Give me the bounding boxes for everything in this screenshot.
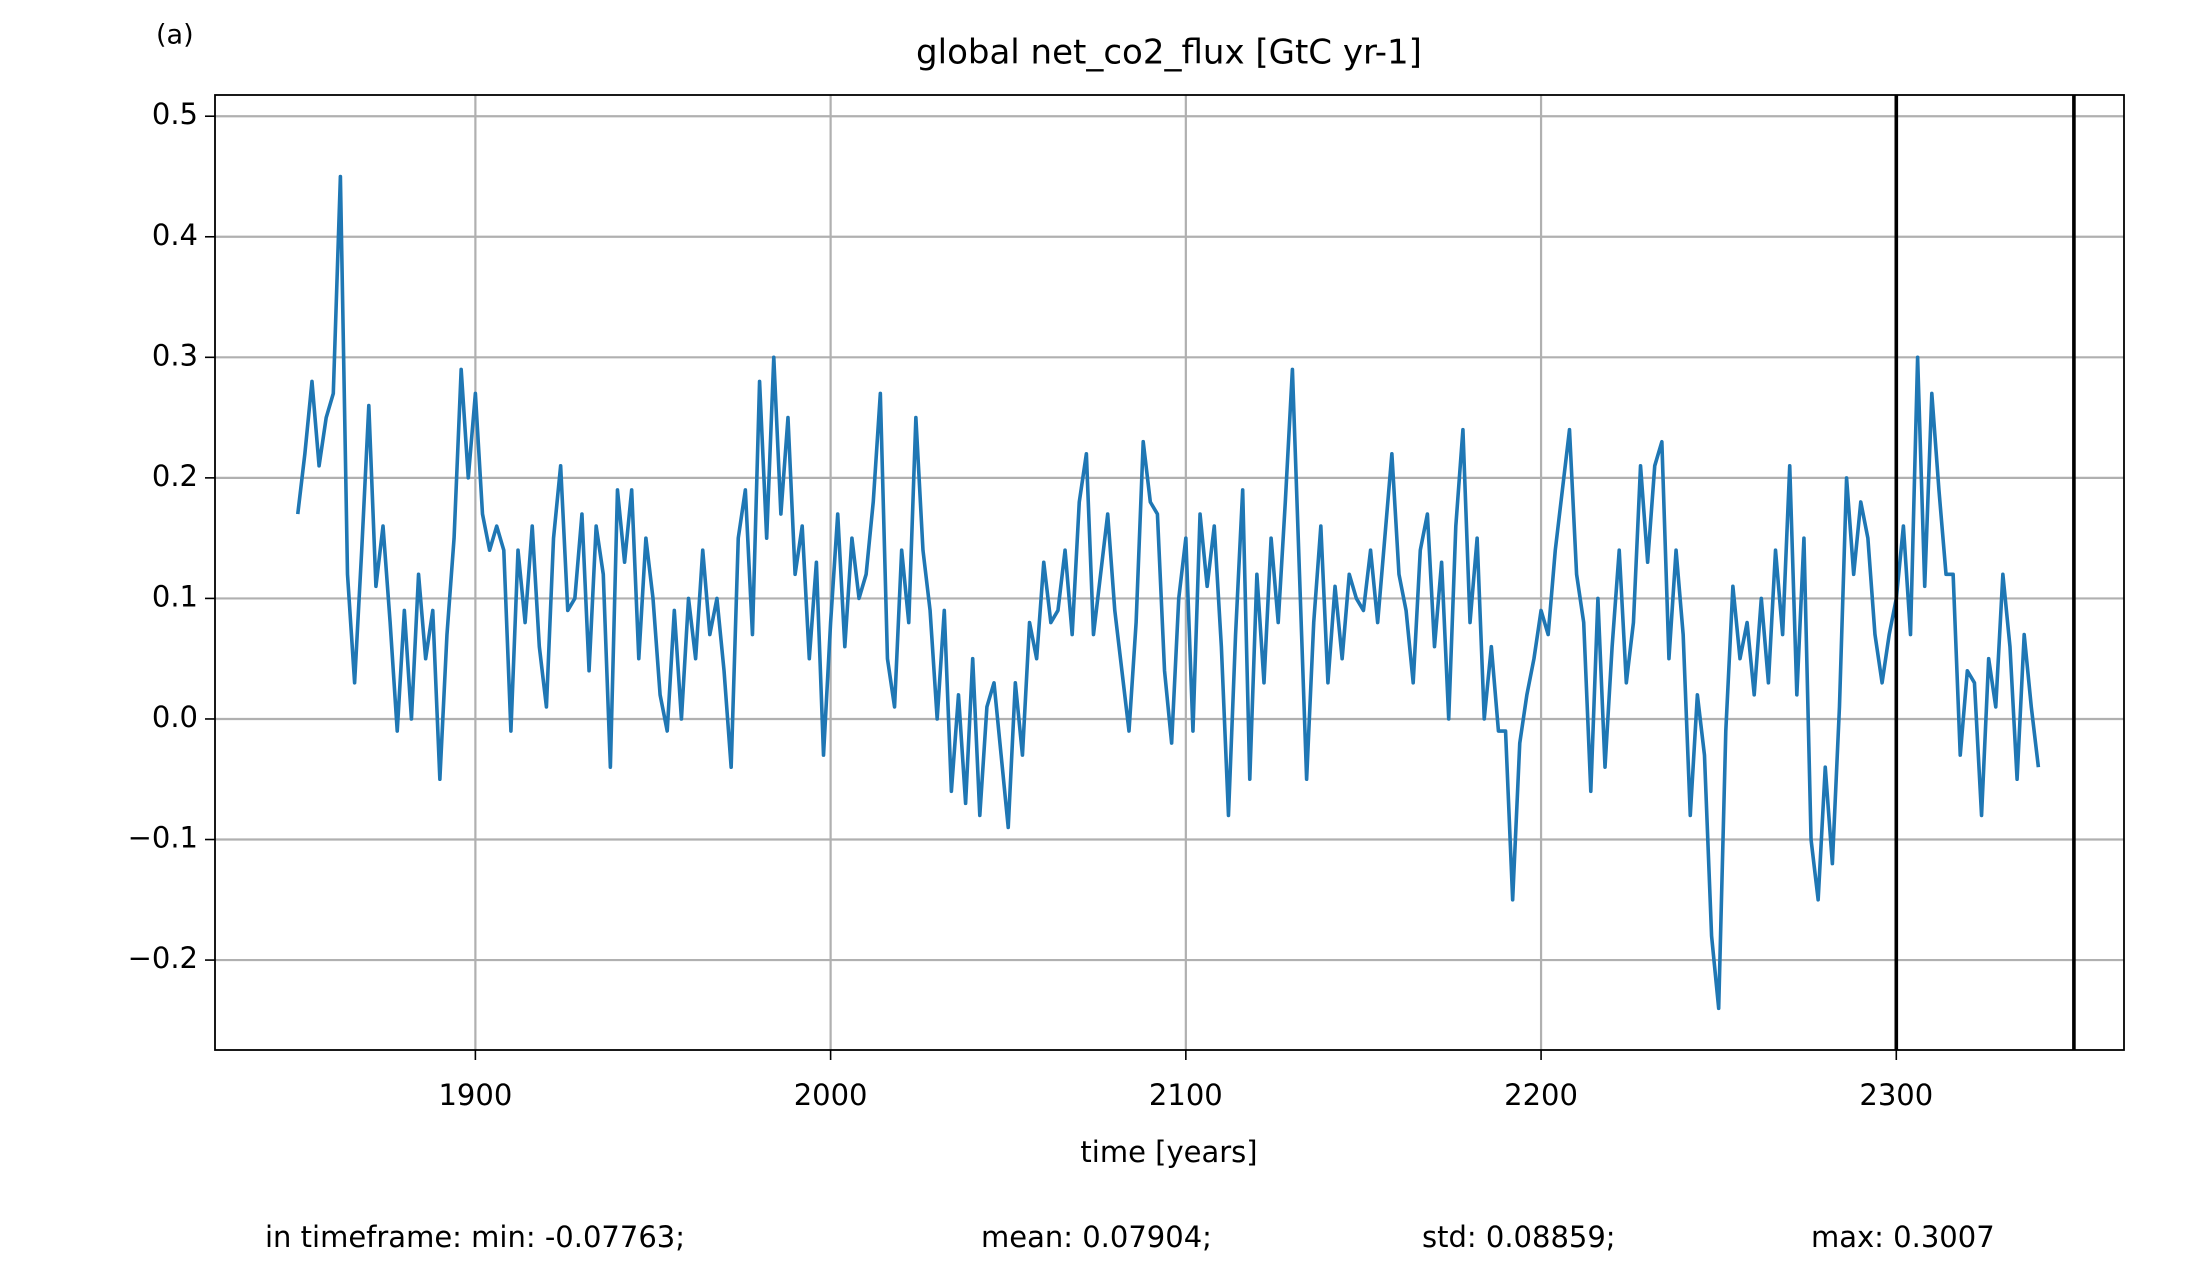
panel-label: (a) — [156, 20, 194, 51]
x-tick-label: 1900 — [438, 1078, 512, 1112]
y-tick-label: −0.2 — [128, 941, 198, 975]
x-axis-label: time [years] — [1080, 1135, 1257, 1169]
x-tick-label: 2100 — [1149, 1078, 1223, 1112]
y-tick-label: 0.5 — [152, 97, 198, 131]
y-tick-label: 0.2 — [152, 459, 198, 493]
y-tick-label: −0.1 — [128, 821, 198, 855]
x-tick-label: 2200 — [1504, 1078, 1578, 1112]
footer-stat: mean: 0.07904; — [981, 1220, 1212, 1254]
footer-stat: in timeframe: min: -0.07763; — [265, 1220, 685, 1254]
footer-stat: std: 0.08859; — [1422, 1220, 1616, 1254]
y-tick-label: 0.3 — [152, 338, 198, 372]
axes: 1900 2000 2100 2200 2300 −0.2 −0.1 0.0 0.1 0.2 0.3… — [128, 94, 2125, 1112]
y-tick-label: 0.4 — [152, 218, 198, 252]
x-tick-label: 2300 — [1859, 1078, 1933, 1112]
plot — [295, 95, 2076, 1050]
y-tick-label: 0.0 — [152, 700, 198, 734]
x-tick-label: 2000 — [794, 1078, 868, 1112]
footer-stat: max: 0.3007 — [1811, 1220, 1995, 1254]
y-tick-label: 0.1 — [152, 579, 198, 613]
chart-title: global net_co2_flux [GtC yr-1] — [916, 33, 1422, 73]
data-line — [295, 174, 2041, 1011]
axes-frame — [214, 94, 2125, 1051]
